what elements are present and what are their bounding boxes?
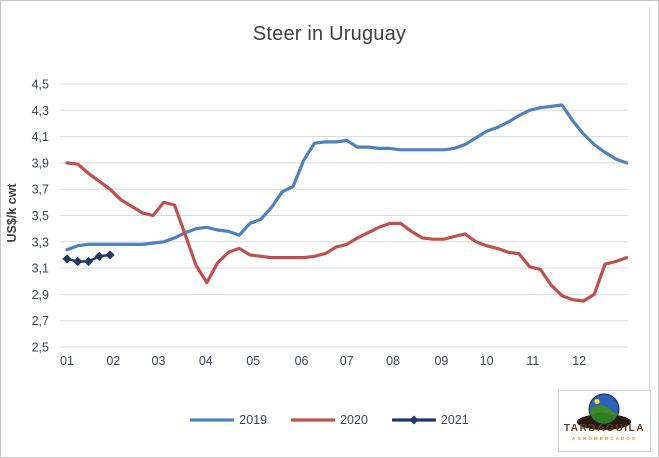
series-line-2019 xyxy=(65,103,629,252)
chart-title: Steer in Uruguay xyxy=(252,23,407,45)
y-tick-label: 4,1 xyxy=(32,130,49,144)
x-tick-label: 04 xyxy=(199,354,213,368)
y-tick-label: 3,1 xyxy=(32,262,49,276)
y-tick-label: 4,5 xyxy=(32,78,49,92)
x-tick-label: 03 xyxy=(152,354,166,368)
diamond-marker-2021 xyxy=(83,256,94,267)
x-tick-label: 09 xyxy=(434,354,448,368)
x-tick-label: 12 xyxy=(572,354,586,368)
legend-swatch-2020 xyxy=(291,418,336,422)
y-tick-label: 3,5 xyxy=(32,209,49,223)
logo-subtext: AGROMERCADOS xyxy=(572,436,637,441)
legend-item-2020: 2020 xyxy=(291,413,368,427)
y-tick-label: 2,9 xyxy=(32,288,49,302)
diamond-marker-2021 xyxy=(105,250,115,260)
legend-item-2019: 2019 xyxy=(190,413,267,427)
logo-brand-text: TARDAGUILA xyxy=(563,423,646,434)
x-tick-label: 07 xyxy=(340,354,354,368)
diamond-marker-2021 xyxy=(94,251,104,261)
legend-label-2021: 2021 xyxy=(440,413,469,427)
y-tick-label: 3,9 xyxy=(32,156,49,170)
tardaguila-logo: TARDAGUILA AGROMERCADOS xyxy=(558,390,651,452)
diamond-marker-2021 xyxy=(73,256,83,267)
legend-swatch-2021 xyxy=(391,415,436,425)
legend-item-2021: 2021 xyxy=(391,413,469,427)
x-tick-label: 10 xyxy=(480,354,494,368)
legend-label-2020: 2020 xyxy=(340,413,368,427)
y-tick-label: 4,3 xyxy=(32,104,49,118)
x-tick-label: 01 xyxy=(60,354,74,368)
x-tick-label: 11 xyxy=(526,354,539,368)
y-tick-label: 2,5 xyxy=(32,341,49,355)
tardaguila-globe-icon xyxy=(577,393,631,430)
y-tick-label: 2,7 xyxy=(32,314,49,328)
series-line-2020 xyxy=(65,161,629,303)
legend-label-2019: 2019 xyxy=(239,413,268,427)
y-tick-label: 3,3 xyxy=(32,235,49,249)
y-tick-label: 3,7 xyxy=(32,183,49,197)
chart-right-edge-line xyxy=(649,7,650,451)
diamond-marker-2021 xyxy=(62,254,72,264)
legend-swatch-2019 xyxy=(190,418,235,422)
chart-legend: 2019 2020 2021 xyxy=(1,413,658,427)
x-tick-label: 05 xyxy=(246,354,260,368)
x-tick-label: 06 xyxy=(295,354,309,368)
x-tick-label: 08 xyxy=(386,354,400,368)
x-tick-label: 02 xyxy=(106,354,120,368)
